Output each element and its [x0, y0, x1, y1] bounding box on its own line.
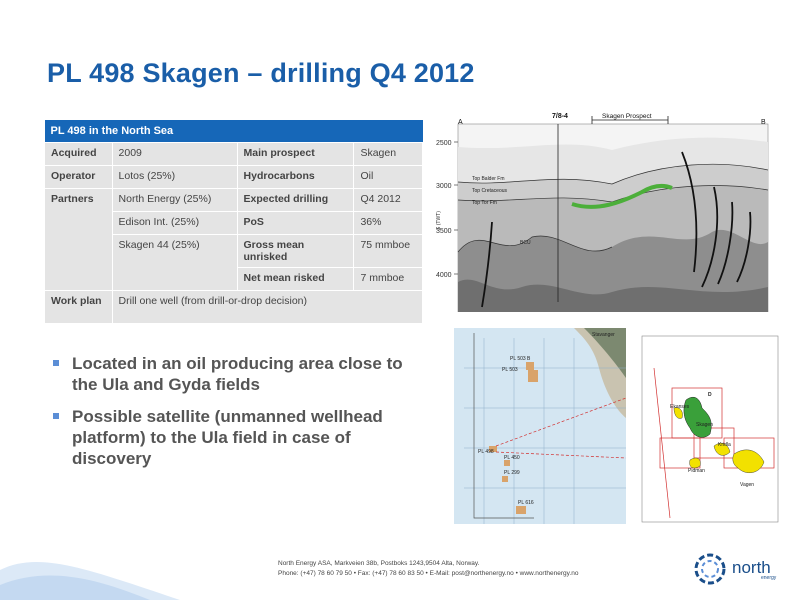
map-label: Skagen [696, 422, 713, 428]
map-label: PL 498 [478, 449, 494, 455]
footer-contact-line: Phone: (+47) 78 60 79 50 • Fax: (+47) 78… [278, 570, 579, 577]
map-label: PL 503 [502, 367, 518, 373]
footer-contact: North Energy ASA, Markveien 38b, Postbok… [278, 559, 578, 579]
depth-axis-label: S (TWT) [436, 211, 442, 230]
north-energy-logo-icon [694, 553, 726, 585]
map-label: Stavanger [592, 332, 615, 338]
bullet-square-icon [53, 360, 59, 366]
table-cell: 7 mmboe [353, 267, 423, 291]
horizon-label: Top Balder Fm [472, 176, 505, 182]
bullet-list: Located in an oil producing area close t… [52, 353, 412, 480]
logo-subtext: energy [761, 575, 777, 581]
map-label: Vagen [740, 482, 754, 488]
table-row: Work plan Drill one well (from drill-or-… [44, 290, 424, 324]
table-row: Acquired 2009 Main prospect Skagen [44, 142, 423, 166]
table-cell-label: Main prospect [236, 142, 355, 166]
seismic-cross-section: 7/8-4 Skagen Prospect A B 2500 3000 3500… [432, 112, 787, 312]
table-cell: 75 mmboe [353, 234, 423, 268]
table-cell-label: PoS [236, 211, 355, 235]
well-label: 7/8-4 [552, 113, 568, 120]
logo-wordmark: north [732, 558, 771, 577]
detail-map: D Ekanses Skagen Kridla Pidman Vagen [634, 328, 782, 526]
table-cell-label: Acquired [44, 142, 113, 166]
table-cell: Skagen [353, 142, 423, 166]
table-cell: 36% [353, 211, 423, 235]
map-label: PL 616 [518, 500, 534, 506]
table-row: Edison Int. (25%) PoS 36% [45, 211, 423, 235]
map-label: PL 450 [504, 455, 520, 461]
bullet-text: Possible satellite (unmanned wellhead pl… [72, 407, 383, 468]
reservoir-layer [571, 183, 673, 209]
table-cell: Skagen 44 (25%) [111, 234, 238, 291]
license-info-table: PL 498 in the North Sea Acquired 2009 Ma… [44, 120, 424, 324]
table-cell: Oil [353, 165, 423, 189]
table-cell-label: Hydrocarbons [236, 165, 355, 189]
table-row: Skagen 44 (25%) Gross mean unrisked 75 m… [45, 234, 423, 291]
map-label: D [708, 392, 712, 398]
map-label: Kridla [718, 442, 731, 448]
map-label: PL 299 [504, 470, 520, 476]
map-label: Ekanses [670, 404, 690, 410]
map-label: Pidman [688, 468, 705, 474]
table-cell-label: Net mean risked [236, 267, 355, 291]
list-item: Located in an oil producing area close t… [52, 353, 412, 395]
table-cell: Edison Int. (25%) [111, 211, 238, 235]
depth-tick-label: 3500 [436, 228, 452, 235]
table-header: PL 498 in the North Sea [44, 120, 423, 143]
table-cell-label: Partners [44, 188, 113, 291]
table-row: Operator Lotos (25%) Hydrocarbons Oil [44, 165, 423, 189]
page-title: PL 498 Skagen – drilling Q4 2012 [47, 58, 475, 88]
table-row: Partners North Energy (25%) Expected dri… [44, 188, 423, 291]
table-cell-label: Operator [44, 165, 113, 189]
horizon-label: BCU [520, 240, 531, 246]
section-start-label: A [458, 119, 463, 126]
table-cell-label: Expected drilling [236, 188, 355, 212]
table-cell: Q4 2012 [353, 188, 423, 212]
table-cell-label: Work plan [44, 290, 113, 324]
table-cell-label: Gross mean unrisked [236, 234, 355, 268]
bullet-text: Located in an oil producing area close t… [72, 354, 403, 394]
footer-address: North Energy ASA, Markveien 38b, Postbok… [278, 560, 480, 567]
horizon-label: Top Tor Fm [472, 200, 497, 206]
list-item: Possible satellite (unmanned wellhead pl… [52, 406, 412, 469]
table-cell: Lotos (25%) [111, 165, 238, 189]
depth-tick-label: 4000 [436, 272, 452, 279]
depth-tick-label: 3000 [436, 183, 452, 190]
prospect-label: Skagen Prospect [602, 113, 652, 120]
horizon-label: Top Cretaceous [472, 188, 508, 194]
map-label: PL 503 B [510, 356, 531, 362]
decorative-swoosh [0, 561, 180, 600]
table-cell: Drill one well (from drill-or-drop decis… [111, 290, 424, 324]
regional-map: Stavanger PL 503 B PL 503 PL 498 PL 450 … [454, 328, 626, 524]
table-row: Net mean risked 7 mmboe [45, 267, 423, 291]
depth-tick-label: 2500 [436, 140, 452, 147]
table-cell: 2009 [111, 142, 238, 166]
table-cell: North Energy (25%) [111, 188, 238, 212]
section-end-label: B [761, 119, 766, 126]
bullet-square-icon [53, 413, 59, 419]
